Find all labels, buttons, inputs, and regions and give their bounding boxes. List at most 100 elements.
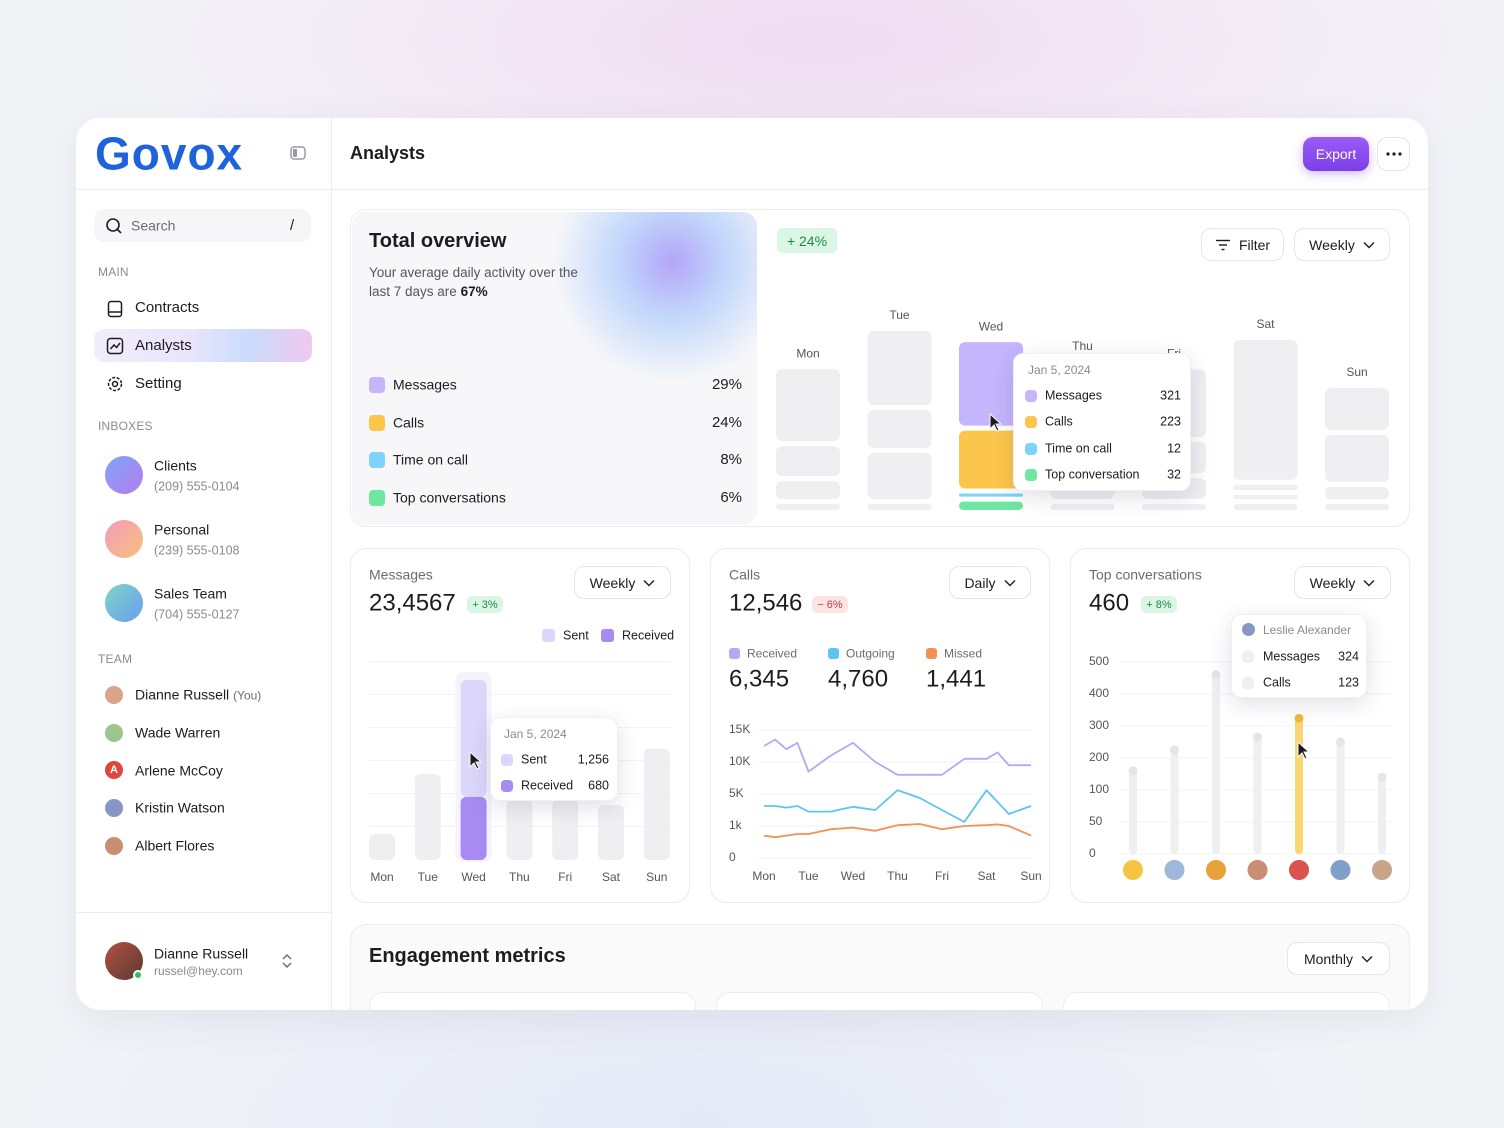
inbox-name[interactable]: Clients [154, 457, 197, 474]
search-icon [106, 218, 122, 234]
tooltip-value: 324 [1338, 649, 1359, 664]
description-highlight: 67% [460, 284, 488, 299]
team-name[interactable]: Albert Flores [135, 837, 215, 854]
inbox-phone: (704) 555-0127 [154, 607, 240, 622]
legend-swatch [369, 377, 385, 393]
filter-button[interactable]: Filter [1201, 228, 1284, 261]
period-dropdown[interactable]: Weekly [1294, 228, 1390, 261]
filter-icon [1215, 239, 1230, 250]
team-name[interactable]: Kristin Watson [135, 799, 225, 816]
period-dropdown[interactable]: Monthly [1287, 942, 1390, 975]
inbox-avatar [105, 520, 143, 558]
tooltip-swatch [1025, 468, 1037, 481]
tooltip-value: 12 [1167, 441, 1181, 456]
tooltip-date: Jan 5, 2024 [504, 726, 567, 741]
section-label: TEAM [98, 651, 133, 666]
more-icon [1385, 152, 1402, 156]
sidebar-toggle[interactable] [290, 145, 306, 161]
legend-share: 29% [711, 376, 742, 393]
card-title: Calls [729, 566, 761, 583]
legend-share: 8% [720, 451, 742, 469]
card-total: 23,4567 [369, 589, 456, 617]
legend-label: Top conversations [393, 489, 506, 506]
nav-item[interactable]: Contracts [135, 299, 200, 316]
chevron [1361, 955, 1373, 962]
tooltip-value: 123 [1338, 675, 1359, 690]
tooltip-label: Time on call [1045, 441, 1112, 456]
legend-label: Time on call [393, 451, 468, 468]
tooltip-label: Top conversation [1045, 467, 1140, 482]
description-text: Your average daily activity over the las… [369, 265, 578, 299]
section-label: MAIN [98, 264, 129, 279]
legend-label: Calls [393, 414, 425, 431]
engagement-section [350, 924, 1410, 1010]
inbox-name[interactable]: Sales Team [154, 585, 227, 602]
team-name[interactable]: Wade Warren [135, 724, 221, 741]
overview-title: Total overview [369, 230, 507, 252]
team-avatar: A [105, 761, 123, 779]
legend-swatch [369, 490, 385, 507]
top-conversations-tooltip: Leslie Alexander Messages 324 Calls 123 [1231, 614, 1367, 698]
team-member[interactable]: Dianne Russell (You) [135, 687, 261, 704]
team-name[interactable]: Arlene McCoy [135, 762, 223, 779]
logo[interactable]: Govox [95, 127, 244, 180]
metric-card [1063, 992, 1390, 1010]
search-box[interactable] [94, 209, 311, 242]
more-button[interactable] [1377, 137, 1410, 171]
period-dropdown[interactable]: Weekly [574, 566, 671, 599]
user-email: russel@hey.com [154, 963, 243, 978]
search-placeholder: Search [131, 217, 176, 234]
team-avatar [105, 837, 123, 855]
header-divider [331, 189, 1428, 190]
legend-swatch [369, 452, 385, 469]
messages-tooltip: Jan 5, 2024 Sent 1,256 Received 680 [490, 717, 618, 801]
team-avatar [105, 799, 123, 817]
section-label: INBOXES [98, 418, 153, 433]
search-shortcut: / [290, 217, 295, 234]
tooltip-value: 32 [1167, 467, 1181, 482]
legend-label: Messages [393, 376, 457, 393]
chevron [643, 579, 655, 586]
inbox-phone: (209) 555-0104 [154, 479, 240, 494]
export-button[interactable]: Export [1303, 137, 1369, 171]
overview-tooltip: Jan 5, 2024 Messages 321 Calls 223 Time on c… [1013, 353, 1191, 491]
nav-item[interactable]: Analysts [135, 337, 192, 354]
team-avatar [105, 686, 123, 704]
change-badge: + 24% [777, 228, 837, 253]
period-dropdown[interactable]: Daily [949, 566, 1031, 599]
nav-active-bg [94, 329, 312, 362]
tooltip-name: Leslie Alexander [1263, 622, 1352, 637]
tooltip-value: 680 [588, 778, 609, 793]
footer-divider [76, 912, 331, 913]
card-total: 12,546 [729, 589, 803, 617]
tooltip-label: Messages [1045, 388, 1102, 403]
user-menu[interactable] [280, 952, 294, 970]
change-badge: + 8% [1141, 596, 1177, 613]
page-title: Analysts [350, 143, 426, 164]
sidebar-divider [331, 118, 332, 1010]
user-name: Dianne Russell [154, 945, 249, 962]
nav-item[interactable]: Setting [135, 375, 182, 392]
tooltip-value: 321 [1160, 388, 1181, 403]
chevron [1363, 579, 1375, 586]
legend-share: 24% [711, 413, 742, 431]
tooltip-label: Calls [1045, 414, 1073, 429]
period-label: Monthly [1303, 950, 1354, 967]
team-tag: (You) [233, 688, 262, 703]
tooltip-date: Jan 5, 2024 [1028, 362, 1091, 377]
online-dot [133, 970, 143, 980]
period-label: Weekly [1309, 236, 1355, 253]
inbox-name[interactable]: Personal [154, 521, 210, 538]
chevron [1004, 579, 1016, 586]
tooltip-value: 223 [1160, 414, 1181, 429]
card-title: Top conversations [1089, 566, 1202, 583]
metric-card [369, 992, 696, 1010]
period-label: Weekly [589, 574, 636, 591]
calls-card [710, 548, 1050, 903]
period-dropdown[interactable]: Weekly [1294, 566, 1391, 599]
tooltip-label: Sent [521, 752, 547, 767]
tooltip-value: 1,256 [577, 752, 609, 767]
tooltip-swatch [1025, 442, 1037, 455]
legend-share: 6% [720, 489, 742, 507]
